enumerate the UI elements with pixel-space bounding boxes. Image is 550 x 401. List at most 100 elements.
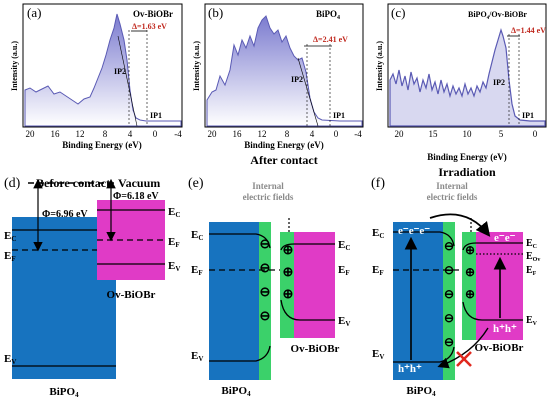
minus-charge: ⊖ bbox=[260, 260, 271, 275]
tick: 16 bbox=[233, 129, 243, 139]
panel-a-spectrum bbox=[24, 13, 182, 127]
panel-c-ylabel: Intensity (a.u.) bbox=[375, 41, 384, 91]
panel-e-ovbiobr-depletion bbox=[280, 232, 294, 338]
panel-b-title: BiPO4 bbox=[316, 9, 340, 21]
panel-f-holes-right: h⁺h⁺ bbox=[493, 323, 517, 335]
panel-e-bipo4-ec-band bbox=[209, 233, 271, 249]
panel-f-electrons-right: e⁻e⁻ bbox=[494, 232, 516, 244]
panel-e-bipo4-ev-band bbox=[209, 345, 271, 362]
panel-e-minus-charges: ⊖ ⊖ ⊖ ⊖ bbox=[260, 236, 271, 323]
plus-charge: ⊕ bbox=[283, 286, 294, 301]
plus-charge: ⊕ bbox=[465, 287, 475, 301]
panel-d-letter: (d) bbox=[4, 176, 21, 191]
minus-charge: ⊖ bbox=[444, 335, 454, 349]
panel-b-ticks: 20 16 12 8 4 0 -4 bbox=[208, 129, 363, 139]
panel-e-ovbiobr-ev-band bbox=[280, 299, 335, 321]
tick: 0 bbox=[533, 129, 538, 139]
panel-f-ovbiobr-ev-band bbox=[462, 301, 523, 321]
panel-f-band-diagram: (f) Internal electric fields EC EF EV e⁻… bbox=[371, 176, 540, 398]
panel-f-hole-transfer-arrow bbox=[437, 327, 489, 369]
panel-a-ip2: IP2 bbox=[114, 67, 126, 76]
panel-f-right-ev: EV bbox=[526, 315, 538, 327]
panel-b-ip1: IP1 bbox=[333, 111, 345, 120]
panel-e-field-label-2: electric fields bbox=[243, 192, 294, 202]
plus-charge: ⊕ bbox=[465, 265, 475, 279]
panel-f-left-ec: EC bbox=[372, 227, 384, 240]
tick: 0 bbox=[153, 129, 158, 139]
panel-b-letter: (b) bbox=[208, 5, 223, 20]
panel-e-bipo4-block bbox=[209, 222, 259, 380]
tick: 4 bbox=[128, 129, 133, 139]
panel-b-ylabel: Intensity (a.u.) bbox=[192, 41, 201, 91]
panel-e-field-label-1: Internal bbox=[252, 181, 284, 191]
tick: -4 bbox=[354, 129, 362, 139]
panel-b-delta: Δ=2.41 eV bbox=[313, 35, 348, 44]
panel-e-right-ev: EV bbox=[338, 315, 350, 328]
panel-b-ip2: IP2 bbox=[291, 75, 303, 84]
plus-charge: ⊕ bbox=[283, 242, 294, 257]
panel-f-left-ev: EV bbox=[372, 348, 384, 361]
panel-b-frame bbox=[204, 3, 364, 128]
panel-f-ovbiobr-depletion bbox=[462, 232, 476, 340]
tick: 20 bbox=[26, 129, 36, 139]
tick: 10 bbox=[463, 129, 473, 139]
panel-d-right-ev: EV bbox=[168, 260, 180, 273]
plus-charge: ⊕ bbox=[465, 243, 475, 257]
panel-f-electrons-left: e⁻e⁻e⁻ bbox=[398, 225, 430, 237]
panel-c-title: BiPO4/Ov-BiOBr bbox=[468, 10, 527, 21]
panel-e-right-material: Ov-BiOBr bbox=[291, 343, 340, 355]
panel-e-left-ef: EF bbox=[191, 264, 203, 277]
blocked-cross-line bbox=[456, 351, 472, 367]
panel-d-vacuum: Vacuum bbox=[118, 176, 160, 190]
panel-c-delta: Δ=1.44 eV bbox=[511, 26, 546, 35]
panel-a-xps: (a) Ov-BiOBr Δ=1.63 eV IP2 IP1 20 16 12 … bbox=[10, 3, 183, 150]
panel-f-bipo4-block bbox=[393, 222, 443, 380]
tick: 4 bbox=[310, 129, 315, 139]
panel-e-title: After contact bbox=[250, 153, 317, 167]
panel-e-bipo4-depletion bbox=[259, 222, 271, 380]
panel-e-ovbiobr-ec-band bbox=[280, 243, 335, 251]
panel-f-title: Irradiation bbox=[438, 165, 496, 179]
minus-charge: ⊖ bbox=[260, 236, 271, 251]
panel-a-ip1: IP1 bbox=[150, 111, 162, 120]
panel-e-plus-charges: ⊕ ⊕ ⊕ bbox=[283, 242, 294, 301]
panel-c-ip2: IP2 bbox=[493, 78, 505, 87]
panel-f-electron-transfer-arrow bbox=[429, 213, 491, 237]
tick: 12 bbox=[258, 129, 267, 139]
panel-a-ylabel: Intensity (a.u.) bbox=[10, 41, 19, 91]
panel-f-bipo4-ec-band bbox=[393, 231, 455, 247]
panel-f-plus-charges: ⊕ ⊕ ⊕ bbox=[465, 243, 475, 301]
panel-d-left-ev: EV bbox=[4, 353, 16, 366]
minus-charge: ⊖ bbox=[260, 284, 271, 299]
panel-f-bipo4-depletion bbox=[443, 222, 455, 380]
panel-c-frame bbox=[387, 3, 547, 128]
panel-f-field-label-1: Internal bbox=[436, 181, 468, 191]
panel-f-ovbiobr-ec-band bbox=[462, 242, 523, 251]
tick: 16 bbox=[51, 129, 61, 139]
panel-d-band-diagram: (d) Before contact Vacuum EC EF EV Φ=6.9… bbox=[4, 176, 180, 399]
panel-a-ticks: 20 16 12 8 4 0 -4 bbox=[26, 129, 183, 139]
minus-charge: ⊖ bbox=[444, 311, 454, 325]
panel-f-right-eov: EOv bbox=[526, 251, 540, 263]
panel-c-ticks: 20 15 10 5 0 bbox=[395, 129, 538, 139]
panel-e-left-ec: EC bbox=[191, 229, 203, 242]
panel-e-band-diagram: (e) Internal electric fields EC EF EV ⊖ … bbox=[188, 176, 350, 398]
panel-c-ip1: IP1 bbox=[522, 111, 534, 120]
panel-a-delta: Δ=1.63 eV bbox=[132, 22, 167, 31]
panel-a-frame bbox=[22, 3, 183, 128]
minus-charge: ⊖ bbox=[444, 263, 454, 277]
tick: 20 bbox=[208, 129, 218, 139]
panel-b-tangent bbox=[297, 57, 319, 127]
panel-e-right-ef: EF bbox=[338, 264, 350, 277]
tick: 5 bbox=[499, 129, 504, 139]
tick: 8 bbox=[103, 129, 108, 139]
tick: 12 bbox=[76, 129, 85, 139]
panel-e-left-material: BiPO4 bbox=[221, 385, 251, 398]
panel-b-xps: (b) BiPO4 Δ=2.41 eV IP2 IP1 20 16 12 8 4… bbox=[192, 3, 364, 150]
panel-f-left-material: BiPO4 bbox=[406, 385, 436, 398]
panel-f-left-ef: EF bbox=[372, 264, 384, 277]
panel-e-right-ec: EC bbox=[338, 239, 350, 252]
panel-f-minus-charges: ⊖ ⊖ ⊖ ⊖ ⊖ bbox=[444, 239, 454, 349]
panel-d-right-ec: EC bbox=[168, 206, 180, 219]
